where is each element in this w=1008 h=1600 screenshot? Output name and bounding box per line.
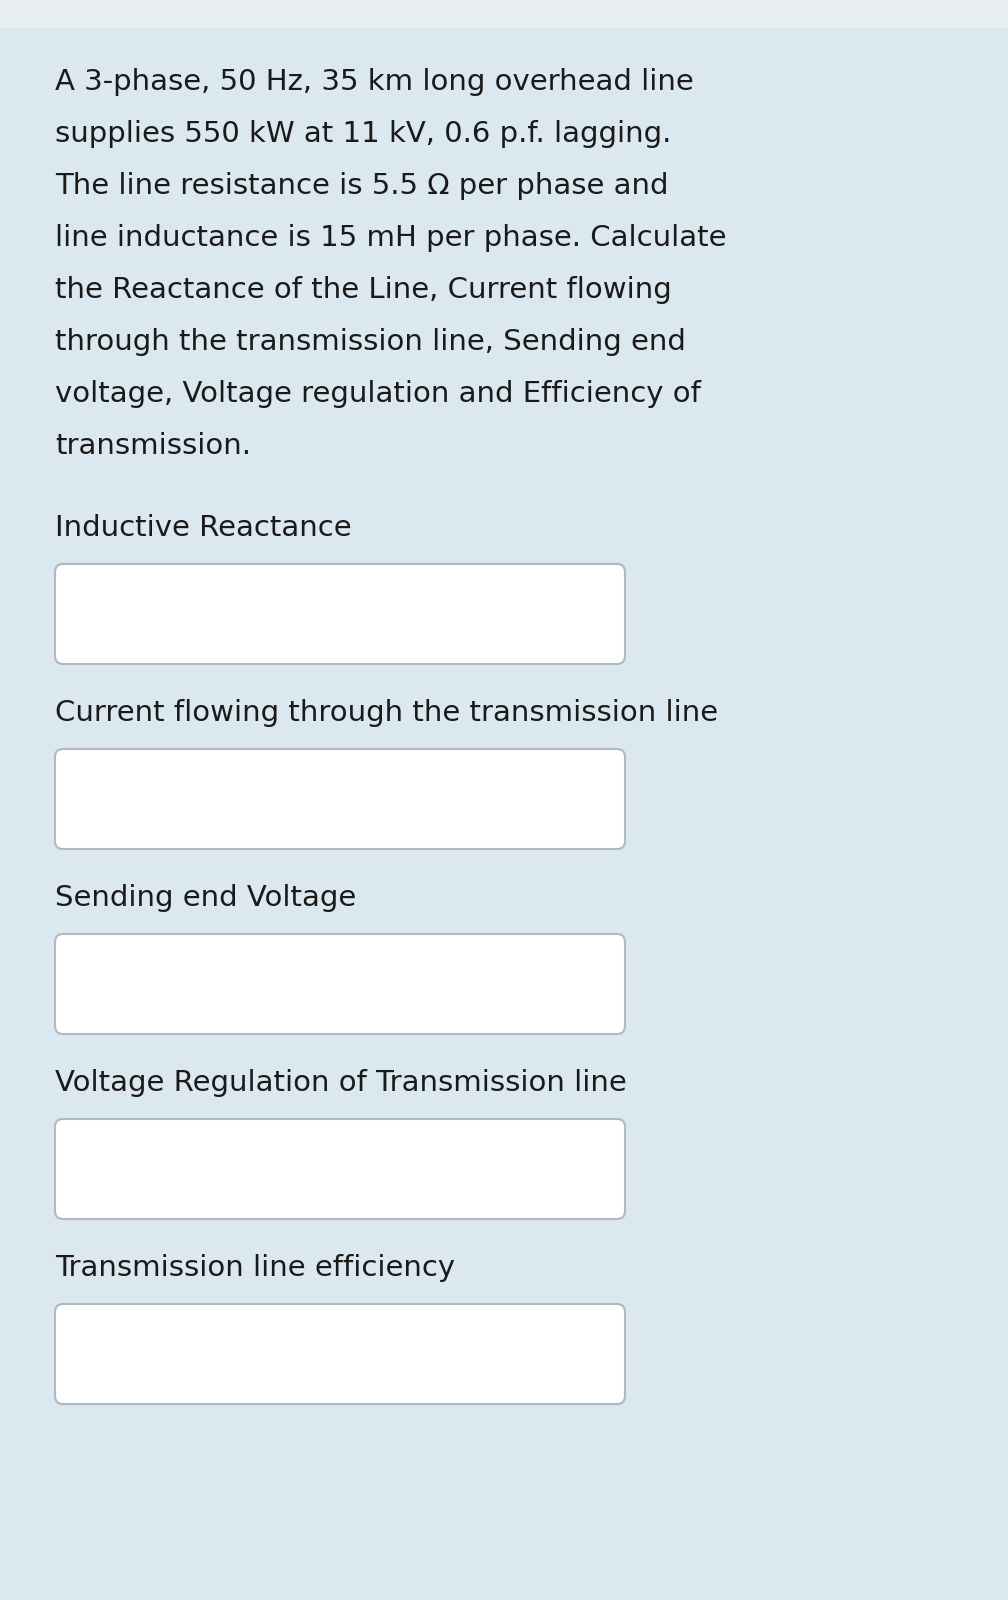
Text: through the transmission line, Sending end: through the transmission line, Sending e…	[55, 328, 685, 357]
Text: Inductive Reactance: Inductive Reactance	[55, 514, 352, 542]
Text: Transmission line efficiency: Transmission line efficiency	[55, 1254, 456, 1282]
Text: line inductance is 15 mH per phase. Calculate: line inductance is 15 mH per phase. Calc…	[55, 224, 727, 251]
Text: A 3-phase, 50 Hz, 35 km long overhead line: A 3-phase, 50 Hz, 35 km long overhead li…	[55, 67, 694, 96]
FancyBboxPatch shape	[55, 1304, 625, 1405]
FancyBboxPatch shape	[55, 565, 625, 664]
Bar	[0, 0, 1008, 27]
Text: Voltage Regulation of Transmission line: Voltage Regulation of Transmission line	[55, 1069, 627, 1098]
Text: supplies 550 kW at 11 kV, 0.6 p.f. lagging.: supplies 550 kW at 11 kV, 0.6 p.f. laggi…	[55, 120, 671, 149]
FancyBboxPatch shape	[55, 749, 625, 850]
Text: the Reactance of the Line, Current flowing: the Reactance of the Line, Current flowi…	[55, 275, 671, 304]
Text: transmission.: transmission.	[55, 432, 251, 461]
FancyBboxPatch shape	[55, 1118, 625, 1219]
Text: The line resistance is 5.5 Ω per phase and: The line resistance is 5.5 Ω per phase a…	[55, 171, 668, 200]
Text: Sending end Voltage: Sending end Voltage	[55, 883, 356, 912]
FancyBboxPatch shape	[55, 934, 625, 1034]
Text: voltage, Voltage regulation and Efficiency of: voltage, Voltage regulation and Efficien…	[55, 379, 701, 408]
Text: Current flowing through the transmission line: Current flowing through the transmission…	[55, 699, 718, 726]
